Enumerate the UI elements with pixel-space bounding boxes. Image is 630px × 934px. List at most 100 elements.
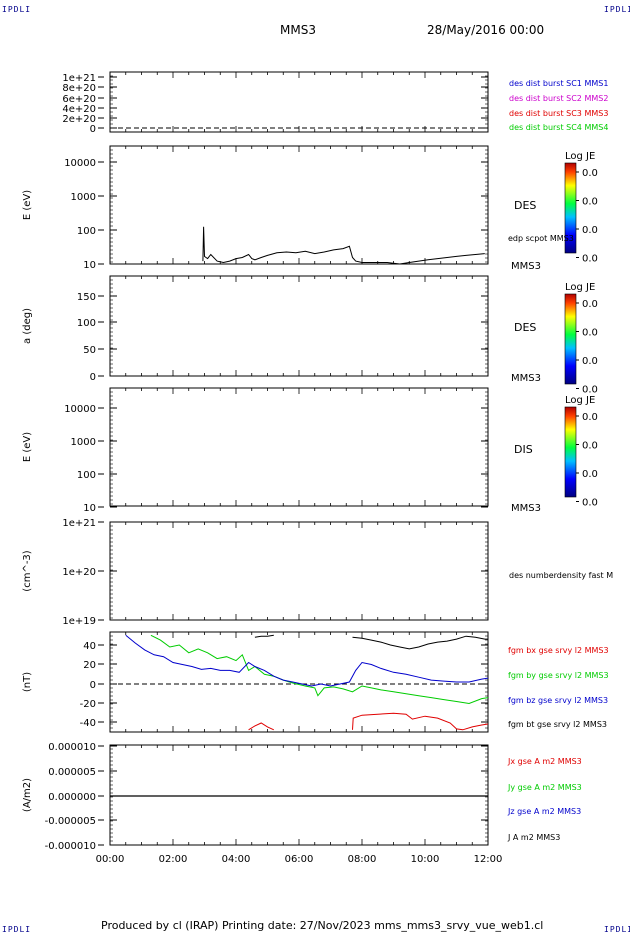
panel-3-y-tick-label: 0: [90, 372, 96, 383]
panel-6-series-3-segment-1: [125, 634, 489, 687]
panel-3-instrument-label: DES: [514, 321, 536, 334]
panel-1-legend-1: des dist burst SC1 MMS1: [509, 79, 608, 88]
panel-7-y-axis-label: (A/m2): [22, 778, 33, 812]
panel-3-y-tick-label: 50: [83, 345, 96, 356]
date-title: 28/May/2016 00:00: [427, 23, 545, 37]
panel-2-colorbar: [564, 162, 577, 254]
panel-7-y-tick-label: -0.000010: [45, 841, 96, 852]
panel-7-y-tick-label: 0.000010: [48, 742, 96, 753]
panel-2-frame: [109, 145, 489, 265]
x-tick-label: 00:00: [96, 854, 125, 865]
panel-4-colorbar-title: Log JE: [565, 395, 595, 406]
footer-credit: Produced by cl (IRAP) Printing date: 27/…: [101, 919, 544, 932]
panel-7-legend-2: Jy gse A m2 MMS3: [507, 783, 582, 792]
panel-6-legend-4: fgm bt gse srvy l2 MMS3: [508, 720, 607, 729]
panel-7-y-tick-label: 0.000000: [48, 792, 96, 803]
panel-6-legend-1: fgm bx gse srvy l2 MMS3: [508, 646, 609, 655]
panel-3-colorbar-title: Log JE: [565, 282, 595, 293]
panel-2-y-tick-label: 1000: [71, 192, 96, 203]
panel-3-colorbar: [564, 293, 577, 385]
panel-2-y-tick-label: 10000: [64, 158, 96, 169]
panel-6-legend-2: fgm by gse srvy l2 MMS3: [508, 671, 609, 680]
corner-logo-top-left: IPDLI: [2, 5, 32, 14]
panel-3-y-tick-label: 150: [77, 292, 96, 303]
panel-5-y-tick-label: 1e+19: [62, 616, 96, 627]
corner-logo-bottom-left: IPDLI: [2, 925, 32, 934]
panel-7-legend-1: Jx gse A m2 MMS3: [507, 757, 582, 766]
panel-6-y-tick-label: 20: [83, 660, 96, 671]
x-tick-label: 04:00: [222, 854, 251, 865]
panel-6-series-4-segment-2: [352, 635, 488, 650]
panel-3-colorbar-tick-label: 0.0: [582, 385, 598, 396]
panel-3-spacecraft-label: MMS3: [511, 373, 541, 384]
panel-1-legend-4: des dist burst SC4 MMS4: [509, 123, 608, 132]
panel-6-series-4-segment-1: [254, 634, 274, 638]
panel-6-series-1-segment-1: [248, 722, 275, 731]
panel-3-colorbar-tick-label: 0.0: [582, 328, 598, 339]
panel-2-y-tick-label: 10: [83, 260, 96, 271]
panel-6-y-tick-label: -40: [80, 718, 96, 729]
panel-1-y-tick-label: 0: [90, 124, 96, 135]
panel-2-colorbar-title: Log JE: [565, 151, 595, 162]
panel-1-y-tick-label: 1e+21: [62, 73, 96, 84]
panel-6-y-tick-label: -20: [80, 699, 96, 710]
panel-4-y-tick-label: 10000: [64, 404, 96, 415]
panel-4-colorbar-tick-label: 0.0: [582, 441, 598, 452]
panel-2-colorbar-tick-label: 0.0: [582, 168, 598, 179]
panel-1-legend-3: des dist burst SC3 MMS3: [509, 109, 608, 118]
panel-4-y-axis-label: E (eV): [22, 432, 33, 462]
panel-4-y-tick-label: 10: [83, 503, 96, 514]
panel-2-overlay-label: edp scpot MMS3: [508, 234, 574, 243]
panel-4-y-tick-label: 1000: [71, 437, 96, 448]
panel-3-colorbar-tick-label: 0.0: [582, 356, 598, 367]
panel-5-y-tick-label: 1e+21: [62, 518, 96, 529]
panel-1-legend-2: des dist burst SC2 MMS2: [509, 94, 608, 103]
panel-4-colorbar-tick-label: 0.0: [582, 412, 598, 423]
panel-2-colorbar-tick-label: 0.0: [582, 197, 598, 208]
panel-4-colorbar: [564, 406, 577, 498]
spacecraft-title: MMS3: [280, 23, 316, 37]
panel-6-legend-3: fgm bz gse srvy l2 MMS3: [508, 696, 608, 705]
panel-1-y-tick-label: 4e+20: [62, 104, 96, 115]
panel-5-y-axis-label: (cm^-3): [22, 550, 33, 591]
panel-4-spacecraft-label: MMS3: [511, 503, 541, 514]
panel-5-frame: [109, 521, 489, 621]
panel-3-y-tick-label: 100: [77, 318, 96, 329]
panel-4-y-tick-label: 100: [77, 470, 96, 481]
panel-5-y-tick-label: 1e+20: [62, 567, 96, 578]
panel-6-series-2-segment-1: [150, 634, 489, 705]
panel-1-frame: [109, 71, 489, 133]
x-tick-label: 10:00: [411, 854, 440, 865]
panel-6-y-tick-label: 0: [90, 680, 96, 691]
panel-2-colorbar-tick-label: 0.0: [582, 225, 598, 236]
panel-4-instrument-label: DIS: [514, 443, 533, 456]
panel-7-y-tick-label: -0.000005: [45, 816, 96, 827]
panel-4-colorbar-tick-label: 0.0: [582, 498, 598, 509]
panel-2-y-axis-label: E (eV): [22, 190, 33, 220]
panel-7-legend-4: J A m2 MMS3: [507, 833, 560, 842]
panel-6-y-axis-label: (nT): [22, 672, 33, 692]
panel-3-colorbar-tick-label: 0.0: [582, 299, 598, 310]
panel-2-spacecraft-label: MMS3: [511, 261, 541, 272]
x-tick-label: 02:00: [159, 854, 188, 865]
corner-logo-bottom-right: IPDLI: [604, 925, 630, 934]
corner-logo-top-right: IPDLI: [604, 5, 630, 14]
x-tick-label: 06:00: [285, 854, 314, 865]
panel-5-legend-1: des numberdensity fast M: [509, 571, 613, 580]
panel-1-y-tick-label: 6e+20: [62, 94, 96, 105]
panel-1-y-tick-label: 8e+20: [62, 83, 96, 94]
panel-1-y-tick-label: 2e+20: [62, 114, 96, 125]
panel-6-series-1-segment-2: [352, 712, 489, 731]
panel-7-frame: [109, 744, 489, 846]
x-tick-label: 12:00: [474, 854, 503, 865]
panel-2-colorbar-tick-label: 0.0: [582, 254, 598, 265]
panel-2-instrument-label: DES: [514, 199, 536, 212]
panel-4-colorbar-tick-label: 0.0: [582, 469, 598, 480]
panel-7-legend-3: Jz gse A m2 MMS3: [507, 807, 581, 816]
panel-2-y-tick-label: 100: [77, 226, 96, 237]
panel-7-y-tick-label: 0.000005: [48, 767, 96, 778]
x-tick-label: 08:00: [348, 854, 377, 865]
panel-6-y-tick-label: 40: [83, 641, 96, 652]
panel-3-y-axis-label: a (deg): [22, 308, 33, 344]
